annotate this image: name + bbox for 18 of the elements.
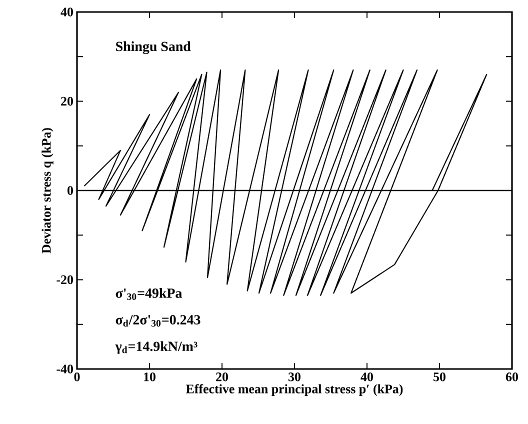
x-tick-label: 50 <box>434 372 446 382</box>
y-tick-label: 40 <box>60 8 73 16</box>
x-tick-label: 0 <box>74 372 80 382</box>
y-tick-label: 0 <box>68 186 73 195</box>
x-tick-label: 30 <box>288 372 300 382</box>
annotation: γ$_{d}$=14.9kN/m³ <box>115 341 198 354</box>
y-tick-label: -20 <box>56 275 73 284</box>
y-tick-label: 20 <box>61 96 73 106</box>
x-tick-label: 60 <box>506 372 518 382</box>
annotation: Shingu Sand <box>116 41 191 54</box>
annotation: σ$_{d}$/2σ'$_{30}$=0.243 <box>116 315 200 327</box>
x-tick-label: 40 <box>360 372 373 382</box>
y-axis-title: Deviator stress q (kPa) <box>42 128 54 254</box>
x-tick-label: 10 <box>144 372 156 382</box>
x-axis-title: Effective mean principal stress p′ (kPa) <box>186 384 403 396</box>
annotation: σ'$_{30}$=49kPa <box>116 288 182 300</box>
y-tick-label: -40 <box>56 364 73 374</box>
x-tick-label: 20 <box>216 372 228 382</box>
